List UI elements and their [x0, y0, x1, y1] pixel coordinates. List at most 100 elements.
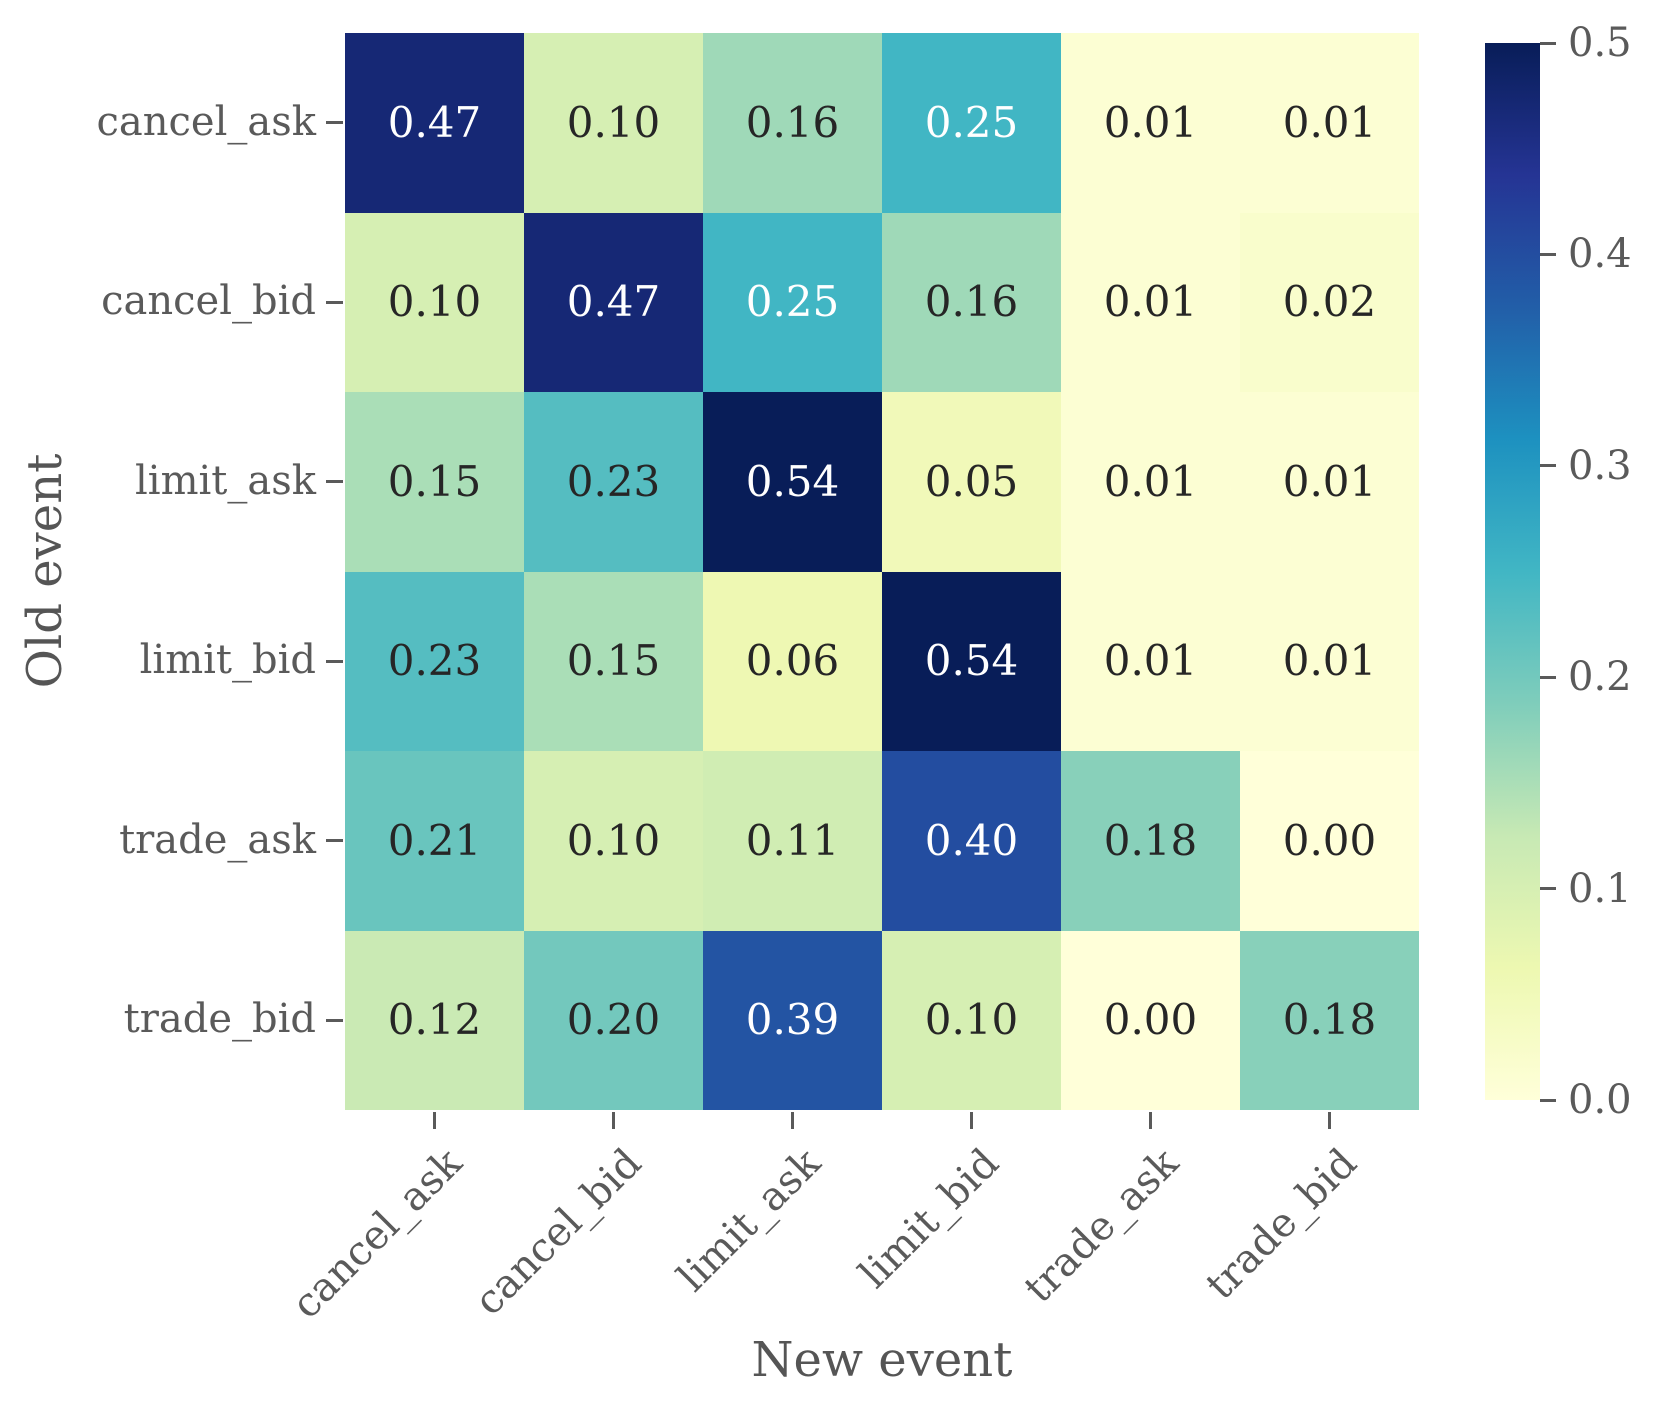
cell-value: 0.01	[1103, 277, 1198, 327]
x-tick-mark	[970, 1112, 973, 1129]
heatmap-cell: 0.20	[524, 930, 703, 1110]
heatmap-cell: 0.01	[1061, 212, 1240, 392]
x-tick-label: limit_ask	[668, 1140, 830, 1301]
cell-value: 0.11	[745, 815, 840, 865]
cell-value: 0.18	[1103, 815, 1198, 865]
y-tick-mark	[326, 659, 343, 663]
x-tick-mark	[1328, 1112, 1331, 1129]
heatmap-cell: 0.00	[1061, 930, 1240, 1110]
cell-value: 0.05	[924, 456, 1019, 506]
cell-value: 0.40	[924, 815, 1019, 865]
colorbar	[1485, 43, 1540, 1100]
heatmap-cell: 0.02	[1240, 212, 1419, 392]
x-tick-label: trade_bid	[1197, 1140, 1367, 1309]
colorbar-tick-label: 0.3	[1568, 442, 1632, 489]
heatmap-cell: 0.01	[1240, 33, 1419, 213]
x-axis-title: New event	[751, 1332, 1013, 1388]
x-tick-mark	[791, 1112, 794, 1129]
cell-value: 0.20	[566, 995, 661, 1045]
y-tick-mark	[326, 839, 343, 843]
x-tick-mark	[612, 1112, 615, 1129]
y-tick-mark	[326, 1018, 343, 1022]
colorbar-tick-mark	[1540, 464, 1556, 468]
heatmap-cell: 0.54	[882, 571, 1061, 751]
x-tick-mark	[1149, 1112, 1152, 1129]
heatmap-cell: 0.10	[524, 751, 703, 931]
heatmap-cell: 0.15	[345, 392, 524, 572]
cell-value: 0.10	[924, 995, 1019, 1045]
y-tick-label: trade_ask	[119, 816, 316, 863]
heatmap-cell: 0.18	[1240, 930, 1419, 1110]
y-tick-mark	[326, 300, 343, 304]
heatmap-cell: 0.01	[1240, 571, 1419, 751]
cell-value: 0.15	[387, 456, 482, 506]
heatmap-cell: 0.10	[524, 33, 703, 213]
colorbar-tick-mark	[1540, 1098, 1556, 1102]
heatmap-cell: 0.10	[882, 930, 1061, 1110]
cell-value: 0.21	[387, 815, 482, 865]
heatmap-cell: 0.39	[703, 930, 882, 1110]
heatmap-cell: 0.54	[703, 392, 882, 572]
heatmap-cell: 0.12	[345, 930, 524, 1110]
y-tick-label: cancel_bid	[101, 278, 316, 325]
cell-value: 0.25	[745, 277, 840, 327]
cell-value: 0.10	[387, 277, 482, 327]
heatmap-cell: 0.01	[1061, 571, 1240, 751]
colorbar-tick-mark	[1540, 887, 1556, 891]
heatmap-cell: 0.25	[882, 33, 1061, 213]
colorbar-tick-label: 0.5	[1568, 20, 1632, 66]
cell-value: 0.01	[1282, 636, 1377, 686]
cell-value: 0.23	[566, 456, 661, 506]
y-tick-mark	[326, 480, 343, 484]
heatmap-cell: 0.47	[345, 33, 524, 213]
colorbar-tick-mark	[1540, 252, 1556, 256]
y-tick-label: trade_bid	[123, 996, 316, 1043]
cell-value: 0.16	[745, 97, 840, 147]
heatmap-cell: 0.47	[524, 212, 703, 392]
cell-value: 0.23	[387, 636, 482, 686]
cell-value: 0.01	[1103, 456, 1198, 506]
x-tick-label: trade_ask	[1015, 1140, 1188, 1312]
heatmap-cell: 0.01	[1240, 392, 1419, 572]
cell-value: 0.15	[566, 636, 661, 686]
cell-value: 0.00	[1103, 995, 1198, 1045]
heatmap-cell: 0.05	[882, 392, 1061, 572]
heatmap-cell: 0.23	[524, 392, 703, 572]
heatmap-cell: 0.01	[1061, 33, 1240, 213]
colorbar-tick-label: 0.2	[1568, 654, 1632, 701]
heatmap-cell: 0.25	[703, 212, 882, 392]
colorbar-tick-label: 0.1	[1568, 865, 1632, 912]
x-tick-mark	[433, 1112, 436, 1129]
cell-value: 0.00	[1282, 815, 1377, 865]
heatmap-cell: 0.06	[703, 571, 882, 751]
heatmap-cell: 0.10	[345, 212, 524, 392]
y-tick-label: limit_bid	[139, 637, 316, 684]
heatmap-cell: 0.18	[1061, 751, 1240, 931]
colorbar-tick-label: 0.4	[1568, 231, 1632, 278]
cell-value: 0.16	[924, 277, 1019, 327]
cell-value: 0.18	[1282, 995, 1377, 1045]
cell-value: 0.01	[1103, 636, 1198, 686]
cell-value: 0.01	[1282, 456, 1377, 506]
cell-value: 0.12	[387, 995, 482, 1045]
x-tick-label: limit_bid	[850, 1140, 1009, 1298]
y-tick-label: cancel_ask	[96, 98, 317, 145]
heatmap-cell: 0.21	[345, 751, 524, 931]
x-tick-label: cancel_bid	[465, 1140, 651, 1325]
heatmap-cell: 0.23	[345, 571, 524, 751]
cell-value: 0.10	[566, 97, 661, 147]
heatmap-cell: 0.40	[882, 751, 1061, 931]
heatmap-cell: 0.01	[1061, 392, 1240, 572]
cell-value: 0.01	[1103, 97, 1198, 147]
y-tick-label: limit_ask	[135, 457, 316, 504]
y-tick-mark	[326, 121, 343, 125]
colorbar-tick-mark	[1540, 41, 1556, 45]
cell-value: 0.02	[1282, 277, 1377, 327]
cell-value: 0.47	[566, 277, 661, 327]
cell-value: 0.10	[566, 815, 661, 865]
colorbar-tick-mark	[1540, 675, 1556, 679]
cell-value: 0.54	[924, 636, 1019, 686]
heatmap-grid: 0.47 0.10 0.16 0.25 0.01 0.01 0.10 0.47 0.25 0.16…	[345, 33, 1419, 1110]
cell-value: 0.25	[924, 97, 1019, 147]
